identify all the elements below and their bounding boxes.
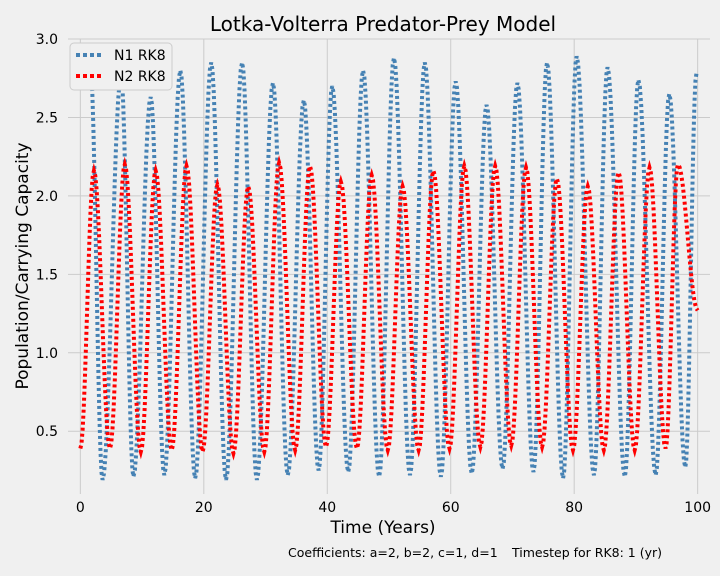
y-tick-label: 3.0 (36, 32, 58, 48)
x-tick-label: 40 (318, 500, 336, 516)
legend: N1 RK8 N2 RK8 (69, 42, 173, 91)
legend-label-n1: N1 RK8 (114, 48, 166, 64)
x-tick-label: 60 (442, 500, 460, 516)
series-line-n2-rk8 (78, 155, 700, 461)
y-axis-label: Population/Carrying Capacity (13, 142, 33, 389)
chart-title: Lotka-Volterra Predator-Prey Model (210, 12, 556, 36)
coefficients-caption: Coefficients: a=2, b=2, c=1, d=1 (288, 545, 498, 560)
x-tick-labels: 0 20 40 60 80 100 (76, 500, 711, 516)
timestep-caption: Timestep for RK8: 1 (yr) (512, 545, 662, 560)
series-layer (78, 55, 700, 481)
legend-box (69, 42, 173, 91)
legend-label-n2: N2 RK8 (114, 69, 166, 85)
x-tick-label: 0 (76, 500, 85, 516)
x-tick-label: 100 (684, 500, 711, 516)
y-tick-label: 1.5 (36, 267, 58, 283)
x-axis-label: Time (Years) (329, 518, 435, 538)
y-tick-label: 0.5 (36, 424, 58, 440)
y-tick-label: 2.0 (36, 189, 58, 205)
x-tick-label: 80 (565, 500, 583, 516)
x-tick-label: 20 (195, 500, 213, 516)
y-tick-label: 1.0 (36, 346, 58, 362)
y-tick-label: 2.5 (36, 110, 58, 126)
y-tick-labels: 0.5 1.0 1.5 2.0 2.5 3.0 (36, 32, 58, 440)
